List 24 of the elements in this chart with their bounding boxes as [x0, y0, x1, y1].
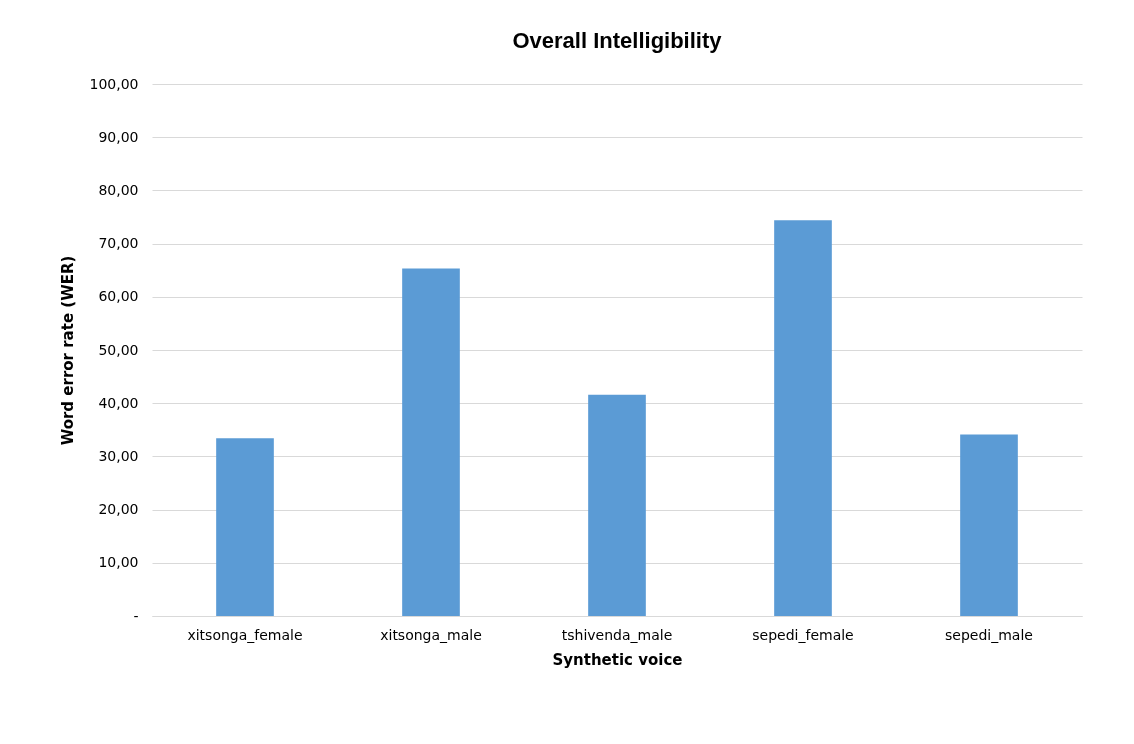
y-tick-label: 40,00 — [98, 394, 139, 411]
y-tick-label: 50,00 — [98, 341, 139, 358]
y-tick-label: 10,00 — [98, 554, 139, 571]
x-axis-title: Synthetic voice — [552, 650, 683, 669]
chart-title: Overall Intelligibility — [512, 28, 723, 53]
y-tick-label: 80,00 — [98, 181, 139, 198]
bar — [774, 220, 832, 616]
y-axis-title: Word error rate (WER) — [58, 255, 77, 446]
bar — [216, 438, 274, 616]
x-tick-label: sepedi_male — [945, 626, 1033, 643]
x-tick-label: xitsonga_female — [187, 626, 303, 643]
bar — [588, 394, 646, 616]
bar — [402, 268, 460, 616]
bar — [960, 434, 1018, 616]
y-tick-label: 60,00 — [98, 288, 139, 305]
y-tick-label: 90,00 — [98, 128, 139, 145]
y-tick-label: 70,00 — [98, 235, 139, 252]
x-tick-label: sepedi_female — [752, 626, 854, 643]
y-tick-label: 30,00 — [98, 447, 139, 464]
y-tick-label: - — [133, 607, 139, 624]
y-tick-label: 20,00 — [98, 501, 139, 518]
y-tick-label: 100,00 — [89, 75, 139, 92]
x-tick-label: xitsonga_male — [380, 626, 482, 643]
x-tick-label: tshivenda_male — [561, 626, 673, 643]
